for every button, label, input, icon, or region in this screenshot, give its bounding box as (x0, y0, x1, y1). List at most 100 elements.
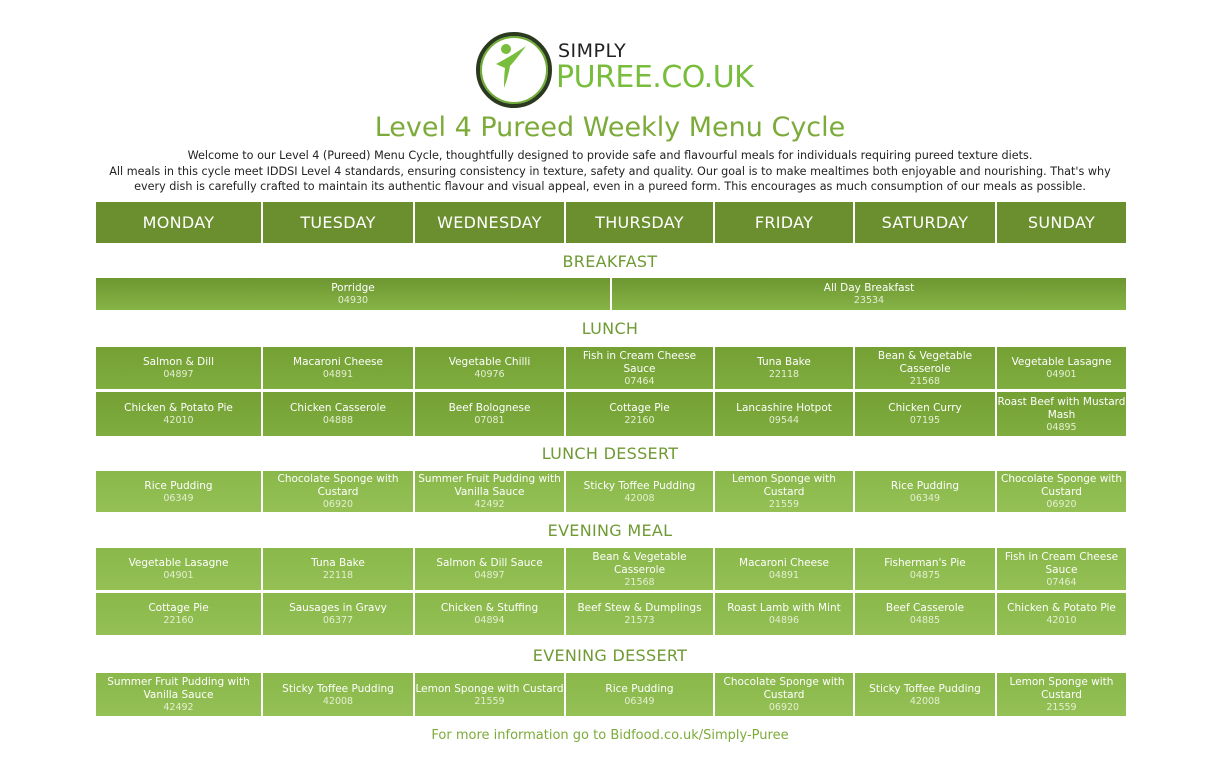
menu-cell: Lancashire Hotpot 09544 (715, 392, 853, 436)
dish-name: Beef Bolognese (448, 402, 531, 414)
dish-code: 42008 (909, 695, 941, 707)
dish-name: Roast Beef with Mustard Mash (997, 395, 1126, 421)
section-grid: Summer Fruit Pudding with Vanilla Sauce 4… (96, 673, 1126, 716)
dish-code: 42010 (1046, 615, 1077, 626)
dish-code: 42008 (322, 695, 354, 707)
dish-code: 07464 (624, 375, 655, 387)
day-header-wednesday: WEDNESDAY (415, 202, 564, 243)
dish-name: Bean & Vegetable Casserole (877, 349, 973, 375)
dish-code: 21559 (474, 695, 505, 707)
menu-cell: Tuna Bake 22118 (263, 548, 413, 590)
dish-code: 06920 (768, 702, 800, 713)
dish-code: 07464 (1046, 576, 1077, 588)
menu-cell: Sticky Toffee Pudding 42008 (855, 673, 995, 716)
dish-name: Chicken Casserole (290, 402, 386, 414)
dish-code: 21568 (909, 375, 941, 387)
menu-cell: Chicken & Potato Pie 42010 (96, 392, 261, 436)
menu-cell: Vegetable Lasagne 04901 (997, 347, 1126, 389)
intro-text: Welcome to our Level 4 (Pureed) Menu Cyc… (80, 148, 1140, 195)
dish-name: Fish in Cream Cheese Sauce (1004, 550, 1119, 576)
dish-name: Fisherman's Pie (884, 557, 966, 569)
page-title: Level 4 Pureed Weekly Menu Cycle (374, 112, 846, 143)
menu-cell: Beef Stew & Dumplings 21573 (566, 593, 713, 635)
section-heading-evening-dessert: EVENING DESSERT (532, 646, 688, 665)
dish-code: 06349 (624, 695, 655, 707)
dish-code: 04896 (768, 615, 800, 626)
dish-name: Salmon & Dill Sauce (436, 557, 543, 569)
menu-cell: Tuna Bake 22118 (715, 347, 853, 389)
section-heading-breakfast: BREAKFAST (562, 252, 658, 271)
dish-name: Porridge (331, 282, 375, 294)
logo-puree: PUREE.CO.UK (556, 60, 754, 95)
menu-cell: Summer Fruit Pudding with Vanilla Sauce 4… (96, 673, 261, 716)
dish-name: Sticky Toffee Pudding (869, 682, 981, 695)
dish-code: 21559 (768, 499, 800, 510)
dish-code: 21568 (624, 576, 655, 588)
menu-cell: Salmon & Dill 04897 (96, 347, 261, 389)
dish-code: 09544 (768, 415, 800, 426)
dish-name: Chicken & Potato Pie (124, 402, 233, 414)
dish-name: Lancashire Hotpot (736, 402, 832, 414)
dish-code: 04930 (337, 295, 369, 306)
menu-cell: Fish in Cream Cheese Sauce 07464 (566, 347, 713, 389)
dish-name: Summer Fruit Pudding with Vanilla Sauce (107, 676, 250, 701)
dish-name: Lemon Sponge with Custard (415, 682, 564, 695)
dish-name: Vegetable Lasagne (128, 557, 229, 569)
dish-name: Chicken Curry (888, 402, 962, 414)
day-header-friday: FRIDAY (715, 202, 853, 243)
menu-cell: Chocolate Sponge with Custard 06920 (715, 673, 853, 716)
dish-code: 04885 (909, 615, 941, 626)
dish-code: 23534 (853, 295, 885, 306)
section-grid: Rice Pudding 06349 Chocolate Sponge with C… (96, 471, 1126, 512)
menu-cell: Lemon Sponge with Custard 21559 (415, 673, 564, 716)
menu-cell: Sausages in Gravy 06377 (263, 593, 413, 635)
dish-code: 07195 (909, 415, 941, 426)
intro-line: every dish is carefully crafted to maint… (134, 180, 1086, 193)
menu-cell: Beef Bolognese 07081 (415, 392, 564, 436)
dish-code: 21573 (624, 615, 655, 626)
dish-name: Bean & Vegetable Casserole (592, 550, 687, 576)
dish-name: Sausages in Gravy (289, 602, 387, 614)
menu-cell: Beef Casserole 04885 (855, 593, 995, 635)
dish-code: 06349 (909, 492, 941, 504)
menu-cell: Summer Fruit Pudding with Vanilla Sauce 4… (415, 471, 564, 512)
menu-cell: Fisherman's Pie 04875 (855, 548, 995, 590)
menu-cell: Chocolate Sponge with Custard 06920 (263, 471, 413, 512)
menu-cell: Cottage Pie 22160 (96, 593, 261, 635)
menu-cell: Vegetable Lasagne 04901 (96, 548, 261, 590)
menu-cell: Chicken Casserole 04888 (263, 392, 413, 436)
dish-code: 04901 (1046, 369, 1077, 380)
dish-name: Sticky Toffee Pudding (583, 479, 696, 492)
dish-code: 04875 (909, 570, 941, 581)
dish-name: Lemon Sponge with Custard (732, 473, 836, 498)
dish-code: 06377 (322, 615, 354, 626)
menu-cell: Porridge 04930 (96, 278, 610, 310)
menu-cell: Rice Pudding 06349 (855, 471, 995, 512)
dish-code: 42492 (163, 702, 194, 713)
day-header-tuesday: TUESDAY (263, 202, 413, 243)
dish-name: Chicken & Potato Pie (1007, 602, 1116, 614)
dish-code: 04891 (322, 369, 354, 380)
menu-cell: Rice Pudding 06349 (566, 673, 713, 716)
dish-name: Chicken & Stuffing (440, 602, 539, 614)
dish-name: Rice Pudding (890, 479, 960, 492)
dish-name: Cottage Pie (148, 602, 209, 614)
section-grid: Salmon & Dill 04897 Macaroni Cheese 04891 Ve… (96, 347, 1126, 436)
dish-name: Tuna Bake (757, 356, 811, 368)
footer-link[interactable]: For more information go to Bidfood.co.uk… (431, 728, 789, 743)
dish-code: 07081 (474, 415, 505, 426)
menu-cell: Roast Lamb with Mint 04896 (715, 593, 853, 635)
menu-cell: Rice Pudding 06349 (96, 471, 261, 512)
menu-cell: Chicken Curry 07195 (855, 392, 995, 436)
dish-code: 04895 (1046, 421, 1077, 433)
dish-name: Lemon Sponge with Custard (1009, 676, 1114, 701)
menu-cell: Roast Beef with Mustard Mash 04895 (997, 392, 1126, 436)
menu-cell: All Day Breakfast 23534 (612, 278, 1126, 310)
simply-puree-logo: SIMPLY PUREE.CO.UK (474, 30, 754, 110)
menu-cell: Chicken & Potato Pie 42010 (997, 593, 1126, 635)
dish-name: Fish in Cream Cheese Sauce (582, 349, 697, 375)
menu-cell: Salmon & Dill Sauce 04897 (415, 548, 564, 590)
dish-name: Salmon & Dill (142, 356, 215, 368)
day-header-saturday: SATURDAY (855, 202, 995, 243)
intro-line: Welcome to our Level 4 (Pureed) Menu Cyc… (187, 149, 1033, 162)
